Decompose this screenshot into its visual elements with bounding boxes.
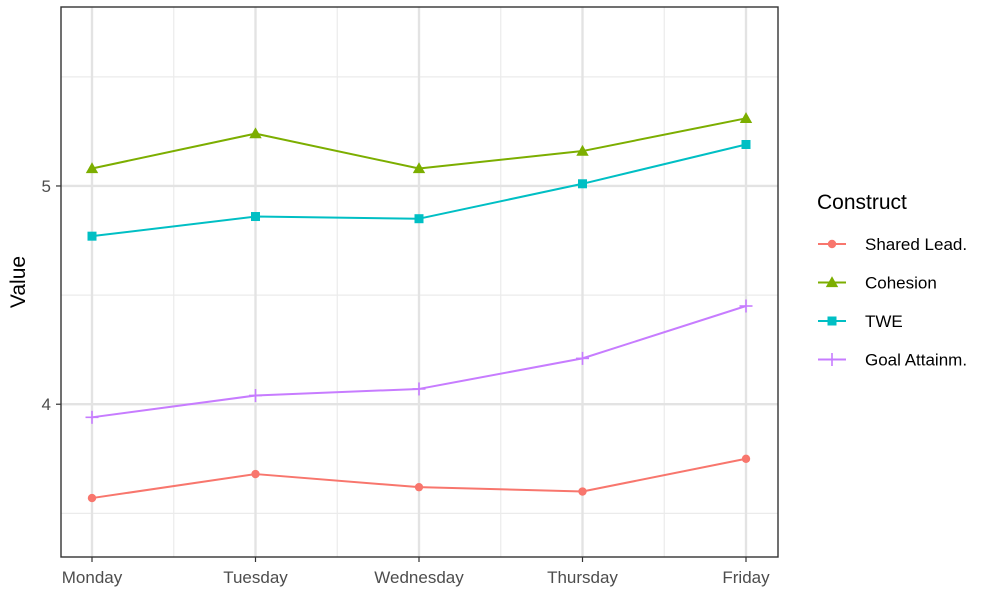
legend-item-1: Cohesion [818,274,937,293]
data-point [412,382,426,396]
data-point [576,351,589,365]
legend: Construct Shared Lead. Cohesion TWE Goal At… [817,191,967,370]
series-layer [85,112,753,503]
legend-label: TWE [865,312,903,331]
data-point [87,231,97,241]
legend-item-2: TWE [818,312,903,331]
data-point [85,162,99,174]
legend-title: Construct [817,191,907,214]
legend-key-marker [825,276,839,288]
data-point [741,454,751,463]
series-2 [87,140,751,241]
y-tick-label: 5 [42,177,51,196]
x-tick-label: Tuesday [223,568,288,587]
data-point [741,140,751,149]
data-point [578,179,587,189]
data-point [249,388,262,402]
data-point [412,162,426,174]
data-point [414,214,424,224]
data-point [739,112,753,123]
legend-label: Cohesion [865,274,937,293]
legend-key-marker [827,239,837,249]
data-point [414,482,424,492]
x-tick-label: Monday [62,568,123,587]
data-point [249,127,262,139]
legend-label: Goal Attainm. [865,351,967,370]
series-3 [85,299,753,424]
data-point [251,212,260,222]
x-tick-label: Wednesday [374,568,464,587]
y-tick-label: 4 [42,395,51,414]
legend-key-marker [825,353,839,366]
data-point [87,493,97,503]
series-0 [87,454,751,503]
grid [61,7,778,557]
x-tick-label: Thursday [547,568,618,587]
axes: Monday Tuesday Wednesday Thursday Friday 4 5 [42,177,771,587]
data-point [578,487,587,496]
legend-label: Shared Lead. [865,235,967,254]
series-1 [85,112,753,174]
y-axis-title: Value [7,256,30,308]
legend-key-marker [827,316,837,326]
legend-item-0: Shared Lead. [818,235,967,254]
data-point [85,410,99,424]
data-point [739,299,753,313]
legend-item-3: Goal Attainm. [818,351,967,370]
data-point [251,469,260,479]
x-tick-label: Friday [722,568,770,587]
data-point [576,144,589,156]
